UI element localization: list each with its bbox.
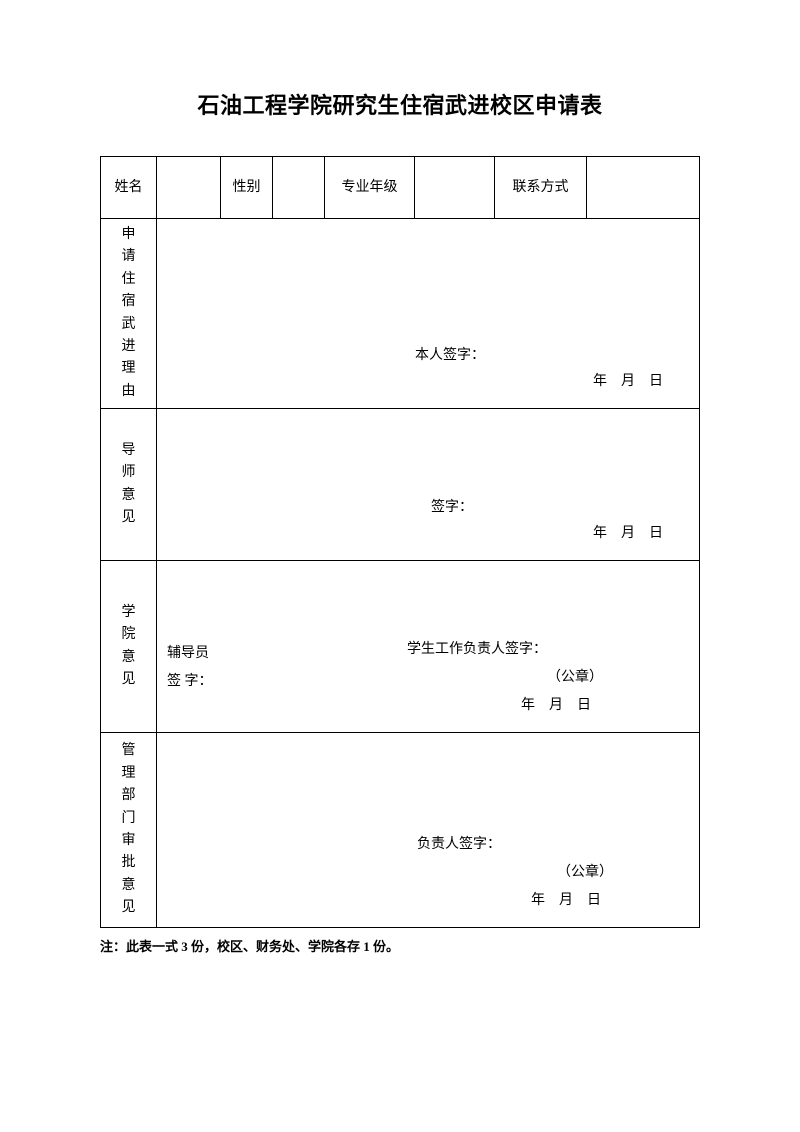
admin-sign-label: 负责人签字：: [417, 831, 613, 859]
header-major: 专业年级: [325, 157, 415, 219]
counsellor-sign: 签 字：: [167, 668, 213, 696]
college-seal: （公章）: [407, 664, 603, 692]
section-admin-label: 管理部门审批意见: [101, 733, 157, 928]
section-college-label: 学院意见: [101, 561, 157, 733]
dean-sign-label: 学生工作负责人签字：: [407, 636, 603, 664]
field-major[interactable]: [415, 157, 495, 219]
reason-sign-label: 本人签字：: [415, 343, 675, 370]
header-gender: 性别: [221, 157, 273, 219]
admin-date: 年 月 日: [417, 887, 613, 915]
field-gender[interactable]: [273, 157, 325, 219]
section-admin-body[interactable]: 负责人签字： （公章） 年 月 日: [157, 733, 700, 928]
supervisor-date: 年 月 日: [415, 521, 675, 548]
admin-seal: （公章）: [417, 859, 613, 887]
field-contact[interactable]: [587, 157, 700, 219]
reason-date: 年 月 日: [415, 369, 675, 396]
college-date: 年 月 日: [407, 692, 603, 720]
section-supervisor-label: 导师意见: [101, 409, 157, 561]
form-title: 石油工程学院研究生住宿武进校区申请表: [100, 88, 700, 120]
section-reason-body[interactable]: 本人签字： 年 月 日: [157, 219, 700, 409]
section-college-body[interactable]: 辅导员 签 字： 学生工作负责人签字： （公章） 年 月 日: [157, 561, 700, 733]
header-contact: 联系方式: [495, 157, 587, 219]
application-form-table: 姓名 性别 专业年级 联系方式 申请住宿武进理由 本人签字： 年 月 日 导师意…: [100, 156, 700, 928]
section-reason-label: 申请住宿武进理由: [101, 219, 157, 409]
counsellor-label: 辅导员: [167, 640, 213, 668]
form-note: 注：此表一式 3 份，校区、财务处、学院各存 1 份。: [100, 936, 700, 955]
field-name[interactable]: [157, 157, 221, 219]
section-supervisor-body[interactable]: 签字： 年 月 日: [157, 409, 700, 561]
supervisor-sign-label: 签字：: [415, 495, 675, 522]
header-name: 姓名: [101, 157, 157, 219]
